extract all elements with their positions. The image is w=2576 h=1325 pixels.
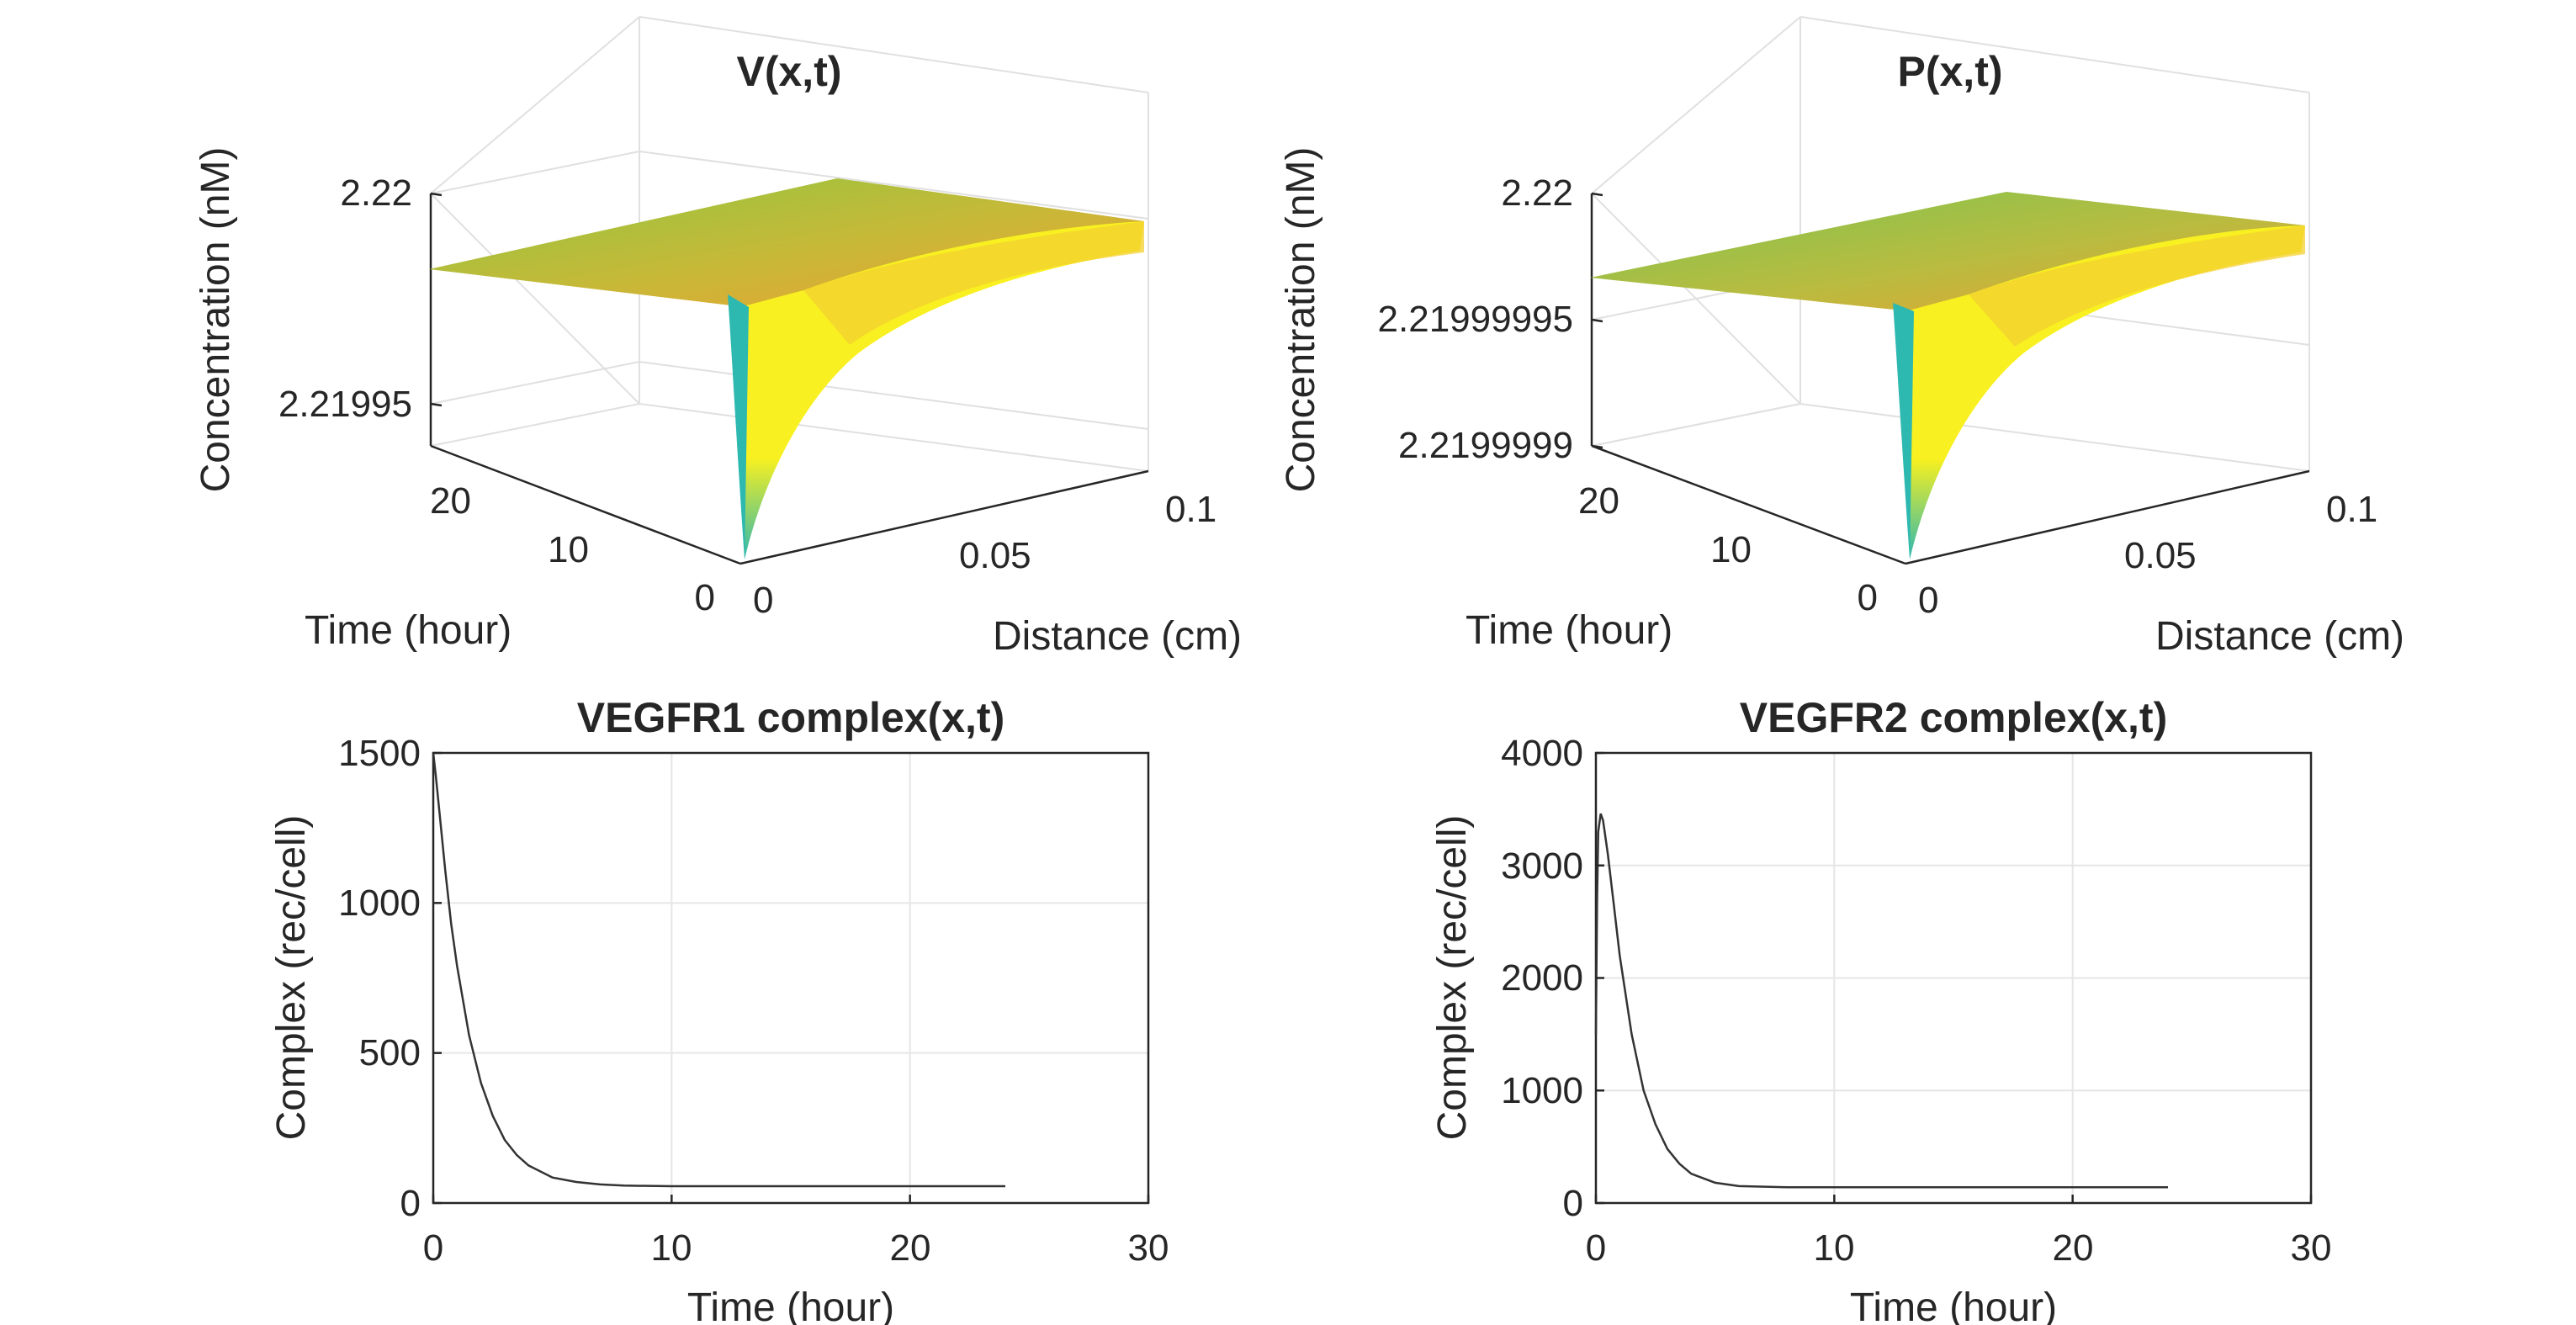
panel-p-surface: P(x,t) 2.22 2.21999995 2.2199999 0 0.05 … <box>1279 16 2404 659</box>
p-spike <box>1893 303 1914 559</box>
v-axes <box>429 192 1149 565</box>
v-zlabel: Concentration (nM) <box>193 147 238 493</box>
vegfr1-xtick-2: 20 <box>890 1227 931 1269</box>
p-ylabel: Time (hour) <box>1466 608 1672 653</box>
panel-vegfr2: 0 10 20 30 0 1000 2000 3000 4000 VEGFR2 … <box>1430 694 2331 1325</box>
vegfr2-ytick-3: 3000 <box>1501 845 1583 887</box>
p-ttick-3: 20 <box>1578 480 1619 522</box>
p-axes <box>1590 192 2310 565</box>
v-xtick-1: 0 <box>753 580 773 621</box>
vegfr1-ylabel: Complex (rec/cell) <box>269 815 314 1141</box>
v-xtick-3: 0.1 <box>1165 489 1216 530</box>
vegfr2-xtick-3: 30 <box>2291 1227 2332 1269</box>
vegfr2-ytick-2: 2000 <box>1501 957 1583 999</box>
p-xtick-3: 0.1 <box>2326 489 2377 530</box>
vegfr1-series-line <box>432 752 1005 1188</box>
vegfr1-ytick-0: 0 <box>400 1183 421 1224</box>
v-ztick-1: 2.22 <box>340 172 412 214</box>
v-title: V(x,t) <box>737 48 842 95</box>
p-edge-ridges <box>1969 225 2305 347</box>
p-ttick-1: 0 <box>1858 577 1878 618</box>
vegfr2-title: VEGFR2 complex(x,t) <box>1740 694 2167 741</box>
vegfr1-ytick-2: 1000 <box>338 882 421 924</box>
v-ttick-1: 0 <box>695 577 715 618</box>
v-xlabel: Distance (cm) <box>993 614 1242 659</box>
vegfr1-xtick-1: 10 <box>651 1227 692 1269</box>
vegfr2-series-line <box>1594 813 2168 1189</box>
vegfr2-grid <box>1595 752 2312 1204</box>
p-title: P(x,t) <box>1898 48 2003 95</box>
v-spike <box>728 294 749 559</box>
vegfr2-ticks <box>1594 751 2313 1205</box>
vegfr1-ytick-3: 1500 <box>338 733 421 774</box>
vegfr1-ytick-1: 500 <box>359 1032 421 1073</box>
vegfr2-ytick-0: 0 <box>1563 1183 1583 1224</box>
vegfr2-ytick-1: 1000 <box>1501 1070 1583 1111</box>
vegfr1-ticks <box>432 751 1150 1205</box>
v-xtick-2: 0.05 <box>959 535 1031 576</box>
v-ztick-2: 2.21995 <box>278 384 412 425</box>
p-ztick-2: 2.21999995 <box>1378 299 1573 340</box>
vegfr2-xtick-1: 10 <box>1814 1227 1855 1269</box>
v-ylabel: Time (hour) <box>305 608 511 653</box>
p-zlabel: Concentration (nM) <box>1279 147 1323 493</box>
panel-v-surface: V(x,t) 2.22 2.21995 0 0.05 0.1 0 10 20 D… <box>193 16 1242 659</box>
vegfr1-xtick-0: 0 <box>423 1227 443 1269</box>
p-xtick-1: 0 <box>1918 580 1938 621</box>
vegfr2-xtick-0: 0 <box>1586 1227 1606 1269</box>
p-ttick-2: 10 <box>1710 529 1752 570</box>
vegfr1-title: VEGFR1 complex(x,t) <box>577 694 1004 741</box>
vegfr1-xtick-3: 30 <box>1128 1227 1169 1269</box>
v-plateau-surface <box>429 178 1144 307</box>
v-ttick-2: 10 <box>548 529 589 570</box>
p-plateau-surface <box>1590 192 2305 311</box>
v-edge-ridges <box>803 221 1144 345</box>
vegfr1-axes-box <box>432 751 1150 1205</box>
p-xlabel: Distance (cm) <box>2155 614 2404 659</box>
p-xtick-2: 0.05 <box>2124 535 2197 576</box>
vegfr2-ytick-4: 4000 <box>1501 733 1583 774</box>
p-ztick-3: 2.2199999 <box>1398 425 1573 466</box>
p-ztick-1: 2.22 <box>1501 172 1573 214</box>
v-ttick-3: 20 <box>430 480 471 522</box>
vegfr2-xtick-2: 20 <box>2053 1227 2094 1269</box>
vegfr1-grid <box>432 752 1149 1204</box>
panel-vegfr1: 0 10 20 30 0 500 1000 1500 VEGFR1 comple… <box>269 694 1169 1325</box>
vegfr2-ylabel: Complex (rec/cell) <box>1430 815 1475 1141</box>
vegfr1-xlabel: Time (hour) <box>687 1285 894 1325</box>
vegfr2-xlabel: Time (hour) <box>1850 1285 2057 1325</box>
